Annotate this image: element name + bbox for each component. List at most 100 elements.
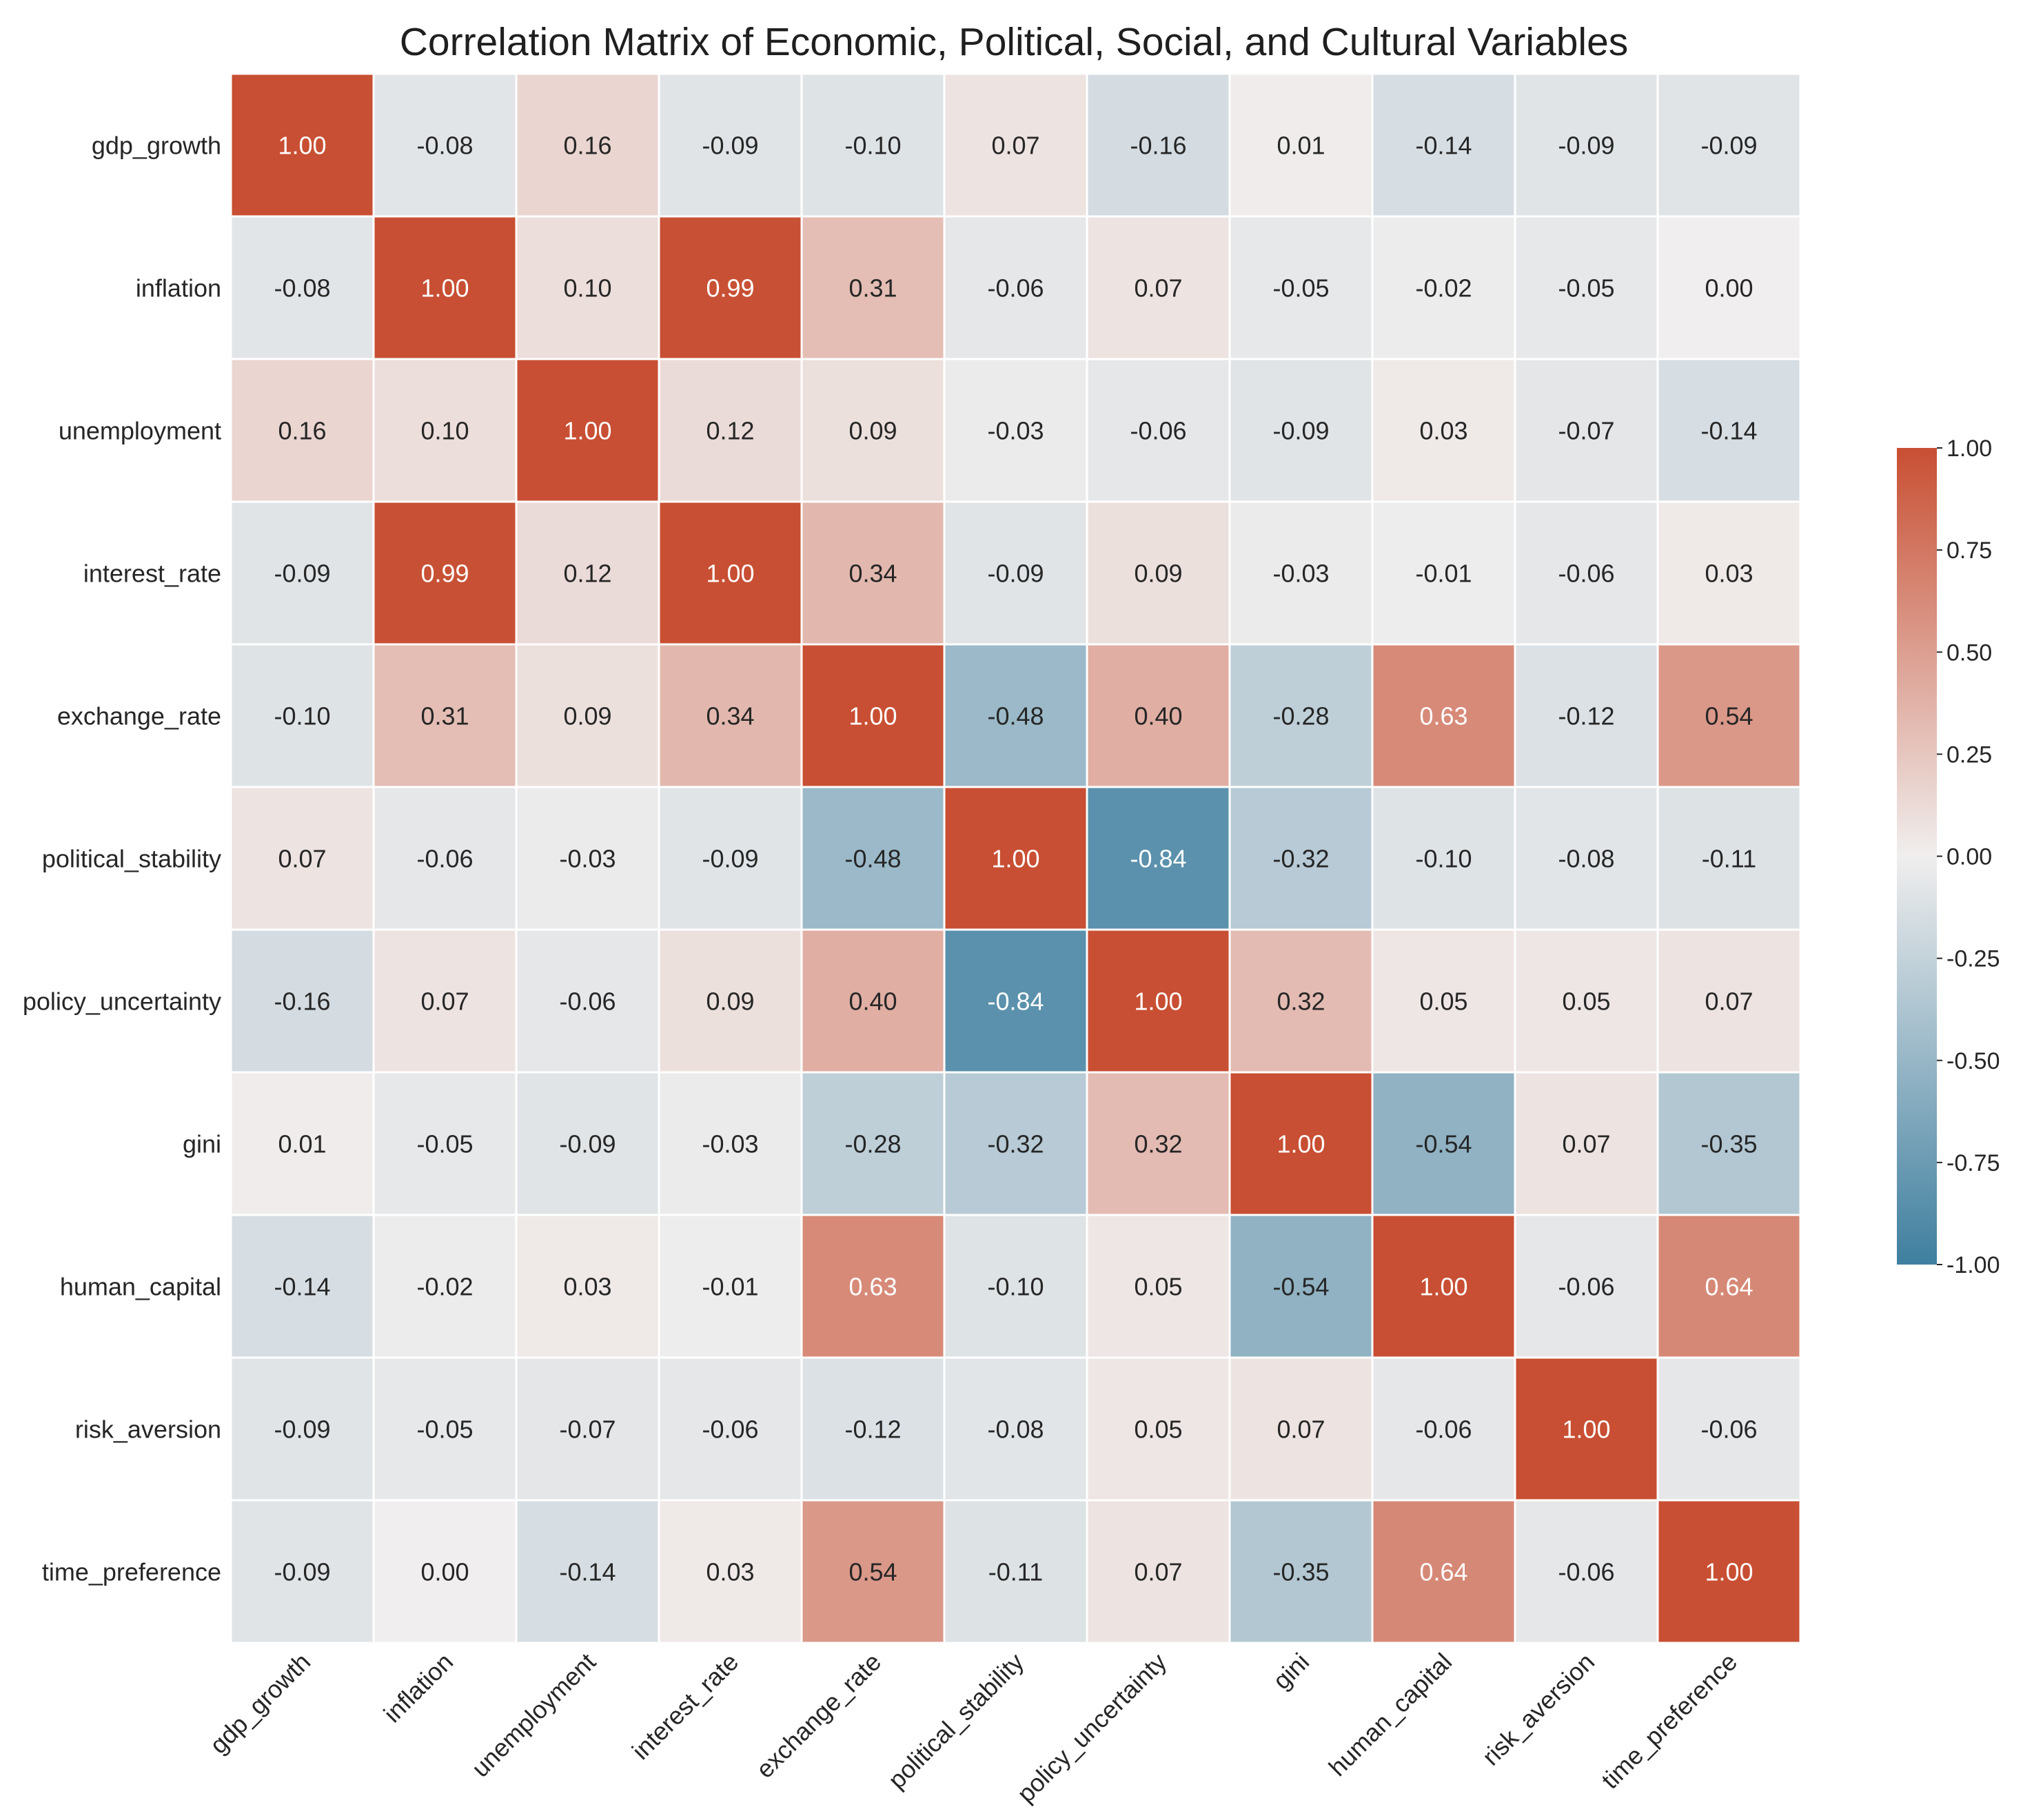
heatmap-cell xyxy=(515,1356,660,1502)
heatmap-cell xyxy=(1656,500,1802,646)
heatmap-cell xyxy=(1371,1214,1516,1359)
cell-value-label: -0.11 xyxy=(988,1558,1043,1586)
heatmap-cell xyxy=(800,215,946,360)
heatmap-cell xyxy=(515,500,660,646)
cell-value-label: -0.08 xyxy=(987,1415,1044,1444)
heatmap-cell xyxy=(1228,1214,1374,1359)
heatmap-cell xyxy=(800,358,946,503)
cell-value-label: 0.09 xyxy=(1134,560,1182,588)
cell-value-label: -0.09 xyxy=(1700,132,1757,160)
column-label: political_stability xyxy=(882,1648,1029,1795)
cell-value-label: -0.09 xyxy=(274,560,330,588)
heatmap-cell xyxy=(1371,928,1516,1074)
column-label: exchange_rate xyxy=(751,1648,886,1783)
cell-value-label: 1.00 xyxy=(420,274,469,303)
row-label: risk_aversion xyxy=(75,1415,221,1444)
heatmap-cell xyxy=(230,1071,375,1216)
heatmap-cell xyxy=(1514,1499,1659,1644)
cell-value-label: -0.02 xyxy=(1415,274,1472,303)
cell-value-label: -0.16 xyxy=(274,988,330,1016)
chart-title: Correlation Matrix of Economic, Politica… xyxy=(400,20,1629,64)
row-label: political_stability xyxy=(42,845,221,873)
cell-value-label: 0.03 xyxy=(563,1273,611,1301)
cell-value-label: -0.10 xyxy=(1415,845,1472,873)
heatmap-cell xyxy=(800,1499,946,1644)
heatmap-cell xyxy=(372,928,518,1074)
cell-value-label: -0.09 xyxy=(702,845,758,873)
column-label: inflation xyxy=(378,1648,458,1728)
cell-value-label: -0.07 xyxy=(1558,417,1614,445)
row-label: exchange_rate xyxy=(57,702,221,730)
cell-value-label: 0.00 xyxy=(420,1558,469,1586)
column-tick-labels: gdp_growth inflation unemployment interest_… xyxy=(204,1648,1742,1808)
cell-value-label: -0.06 xyxy=(559,988,616,1016)
cell-value-label: -0.05 xyxy=(1558,274,1614,303)
cell-value-label: 0.12 xyxy=(706,417,754,445)
heatmap-cell xyxy=(1656,215,1802,360)
column-label: policy_uncertainty xyxy=(1011,1648,1172,1808)
cell-value-label: -0.08 xyxy=(274,274,330,303)
heatmap-cell xyxy=(800,1356,946,1502)
cell-value-label: 0.40 xyxy=(1134,702,1182,730)
heatmap-cell xyxy=(658,786,803,931)
colorbar-tick-label: 0.75 xyxy=(1946,538,1992,564)
heatmap-cell xyxy=(800,1071,946,1216)
cell-value-label: 1.00 xyxy=(1134,988,1182,1016)
heatmap-cell xyxy=(515,643,660,788)
heatmap-cell xyxy=(230,643,375,788)
cell-value-label: 0.00 xyxy=(1705,274,1753,303)
heatmap-cell xyxy=(230,928,375,1074)
cell-value-label: 0.07 xyxy=(1705,988,1753,1016)
heatmap-cell xyxy=(1371,643,1516,788)
heatmap-cell xyxy=(1086,928,1231,1074)
heatmap-cell xyxy=(515,1214,660,1359)
row-label: gdp_growth xyxy=(92,132,221,160)
heatmap-cell xyxy=(943,643,1088,788)
cell-value-label: -0.07 xyxy=(559,1415,616,1444)
heatmap-cell xyxy=(372,500,518,646)
cell-value-label: 1.00 xyxy=(1562,1415,1610,1444)
cell-value-label: 0.34 xyxy=(848,560,897,588)
heatmap-cell xyxy=(230,72,375,218)
column-label: interest_rate xyxy=(627,1648,744,1765)
cell-value-label: 1.00 xyxy=(1277,1130,1325,1158)
heatmap-cell xyxy=(943,215,1088,360)
heatmap-cell xyxy=(230,358,375,503)
cell-value-label: -0.14 xyxy=(274,1273,330,1301)
cell-value-label: -0.09 xyxy=(274,1558,330,1586)
cell-value-label: -0.03 xyxy=(987,417,1044,445)
heatmap-cell xyxy=(372,1499,518,1644)
cell-value-label: -0.11 xyxy=(1702,845,1756,873)
heatmap-cell xyxy=(515,928,660,1074)
heatmap-cell xyxy=(1656,643,1802,788)
cell-value-label: 0.01 xyxy=(278,1130,326,1158)
cell-value-label: 0.07 xyxy=(1277,1415,1325,1444)
colorbar-tick-label: 0.00 xyxy=(1946,844,1992,870)
column-label: time_preference xyxy=(1596,1648,1742,1795)
colorbar-tick-label: 0.25 xyxy=(1946,742,1992,768)
heatmap-cell xyxy=(1656,1214,1802,1359)
cell-value-label: 0.07 xyxy=(278,845,326,873)
cell-value-label: 0.07 xyxy=(1134,1558,1182,1586)
heatmap-cell xyxy=(515,72,660,218)
heatmap-cell xyxy=(1086,1214,1231,1359)
heatmap-cell xyxy=(1228,1499,1374,1644)
column-label: human_capital xyxy=(1323,1648,1458,1782)
cell-value-label: 1.00 xyxy=(563,417,611,445)
colorbar-tick-label: 1.00 xyxy=(1946,436,1992,462)
cell-value-label: 0.01 xyxy=(1277,132,1325,160)
heatmap-cell xyxy=(1514,72,1659,218)
heatmap-cell xyxy=(943,1499,1088,1644)
row-tick-labels: gdp_growth inflation unemployment interest_… xyxy=(23,132,221,1586)
cell-value-label: 0.05 xyxy=(1419,988,1467,1016)
heatmap-cell xyxy=(943,928,1088,1074)
cell-value-label: -0.03 xyxy=(1272,560,1329,588)
cell-value-label: 0.31 xyxy=(848,274,897,303)
heatmap-cell xyxy=(658,928,803,1074)
heatmap-cell xyxy=(1086,358,1231,503)
cell-value-label: 0.05 xyxy=(1562,988,1610,1016)
heatmap-cell xyxy=(1656,72,1802,218)
heatmap-cell xyxy=(1514,1214,1659,1359)
heatmap-cell xyxy=(1371,786,1516,931)
